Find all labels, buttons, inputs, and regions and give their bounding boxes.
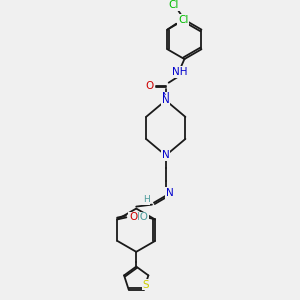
Text: HO: HO: [132, 212, 148, 222]
Text: Cl: Cl: [178, 15, 188, 25]
Text: H: H: [143, 195, 149, 204]
Text: N: N: [162, 92, 169, 102]
Text: S: S: [143, 280, 149, 290]
Text: N: N: [166, 188, 173, 198]
Text: N: N: [162, 150, 169, 161]
Text: O: O: [129, 212, 137, 222]
Text: O: O: [146, 81, 154, 91]
Text: Cl: Cl: [168, 0, 179, 10]
Text: N: N: [162, 95, 169, 105]
Text: NH: NH: [172, 67, 187, 77]
